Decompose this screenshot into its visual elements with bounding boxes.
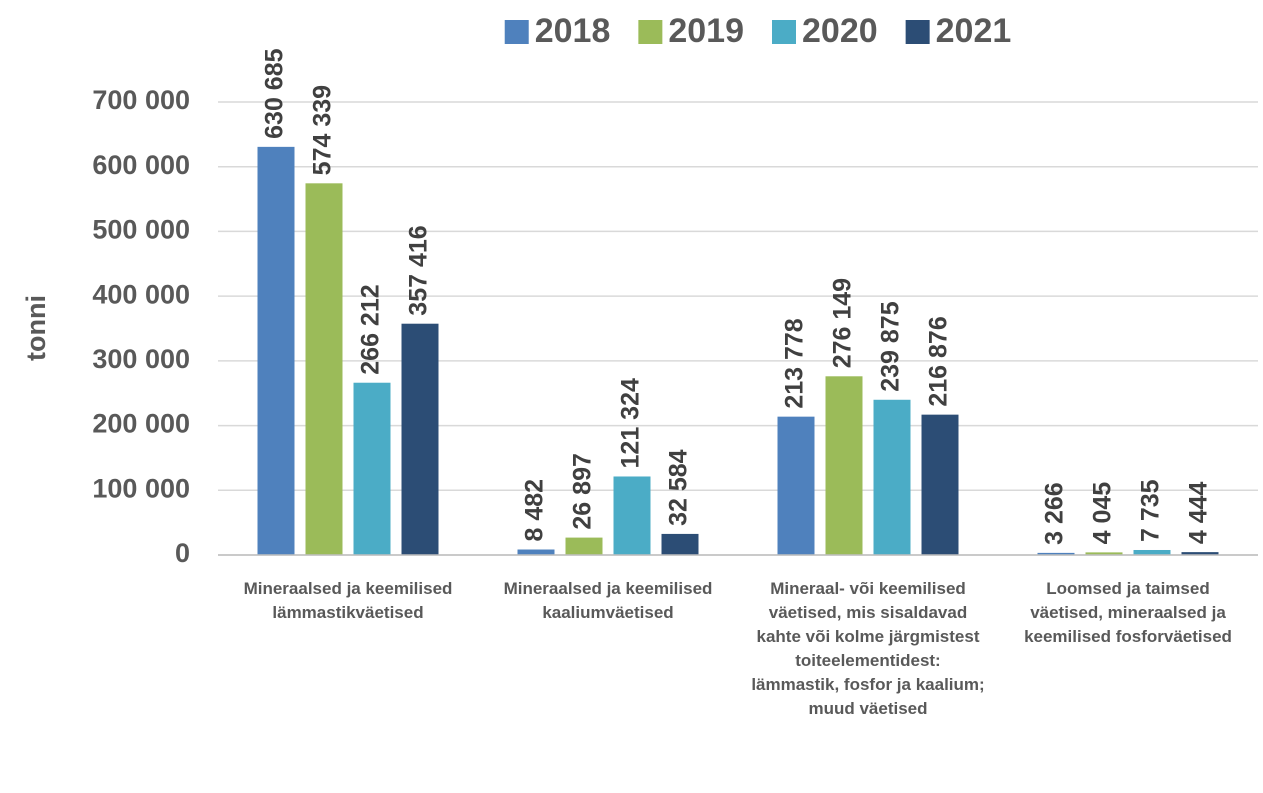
- value-label: 7 735: [1137, 479, 1165, 542]
- bar: [1085, 552, 1123, 555]
- x-tick-label: Loomsed ja taimsed väetised, mineraalsed …: [1024, 579, 1232, 646]
- value-label: 4 444: [1185, 481, 1213, 544]
- value-label: 3 266: [1041, 482, 1069, 545]
- legend-swatch: [504, 20, 529, 44]
- value-label: 121 324: [617, 378, 645, 468]
- y-tick-label: 100 000: [92, 473, 190, 503]
- value-label: 216 876: [925, 316, 953, 406]
- y-tick-label: 700 000: [92, 85, 190, 115]
- bar: [777, 416, 815, 555]
- value-label: 630 685: [261, 48, 289, 138]
- bar: [825, 376, 863, 555]
- x-tick-label: Mineraalsed ja keemilised kaaliumväetised: [504, 579, 713, 622]
- value-label: 213 778: [781, 318, 809, 408]
- bar: [1133, 549, 1171, 555]
- value-label: 276 149: [829, 278, 857, 368]
- bar: [353, 382, 391, 555]
- value-label: 4 045: [1089, 482, 1117, 545]
- bar: [661, 533, 699, 555]
- y-tick-label: 600 000: [92, 150, 190, 180]
- legend-label: 2020: [802, 12, 878, 50]
- value-label: 239 875: [877, 301, 905, 391]
- bar: [1181, 552, 1219, 555]
- bar: [613, 476, 651, 555]
- x-tick-label: Mineraalsed ja keemilised lämmastikväetis…: [244, 579, 453, 622]
- legend-label: 2019: [668, 12, 744, 50]
- bar: [401, 323, 439, 555]
- bar: [257, 146, 295, 556]
- value-label: 266 212: [357, 284, 385, 374]
- value-label: 357 416: [405, 225, 433, 315]
- y-tick-label: 300 000: [92, 344, 190, 374]
- legend-label: 2021: [936, 12, 1012, 50]
- bar: [305, 183, 343, 555]
- bar: [565, 537, 603, 555]
- x-tick-label: Mineraal- või keemilised väetised, mis si…: [751, 579, 984, 718]
- value-label: 32 584: [665, 449, 693, 526]
- y-tick-label: 500 000: [92, 215, 190, 245]
- y-tick-label: 0: [175, 538, 190, 568]
- value-label: 8 482: [521, 479, 549, 542]
- y-axis-title: tonni: [21, 295, 51, 361]
- legend-label: 2018: [535, 12, 611, 50]
- value-label: 26 897: [569, 453, 597, 529]
- bar: [1037, 552, 1075, 555]
- legend: 2018 2019 2020 2021: [504, 12, 1012, 50]
- y-tick-label: 200 000: [92, 409, 190, 439]
- legend-swatch: [772, 20, 796, 44]
- y-tick-label: 400 000: [92, 279, 190, 309]
- legend-swatch: [905, 20, 930, 44]
- bar: [517, 549, 555, 555]
- legend-swatch: [638, 20, 663, 44]
- bar: [921, 414, 959, 555]
- bar: [873, 399, 911, 555]
- value-label: 574 339: [309, 85, 337, 175]
